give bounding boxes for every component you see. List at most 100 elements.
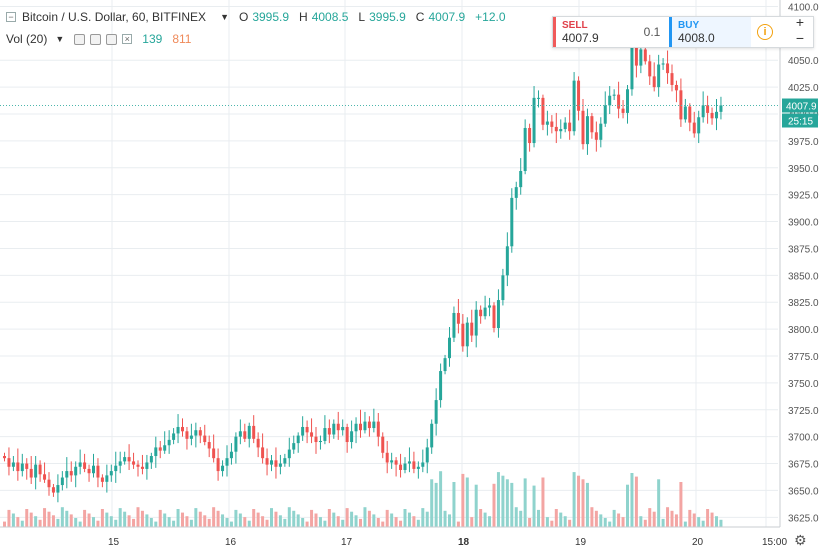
time-tick-label: 15:00 (762, 537, 787, 548)
candle-body (189, 435, 193, 439)
eye-icon[interactable] (74, 33, 86, 45)
candle-body (550, 121, 554, 127)
candle-body (25, 463, 29, 469)
candle-body (381, 436, 385, 453)
volume-bar (608, 521, 612, 527)
candle-body (332, 423, 336, 435)
candle-body (34, 464, 38, 478)
candle-body (634, 33, 638, 66)
volume-bar (372, 514, 376, 527)
sell-button[interactable]: SELL 4007.9 (553, 17, 635, 47)
zoom-in-button[interactable]: + (795, 14, 805, 30)
volume-label[interactable]: Vol (20) (6, 32, 48, 46)
zoom-out-button[interactable]: − (795, 30, 805, 46)
volume-bar (132, 518, 136, 527)
candle-body (648, 61, 652, 77)
gear-icon[interactable]: ⚙ (794, 532, 807, 548)
volume-bar (496, 472, 500, 527)
volume-bar (234, 509, 238, 527)
candle-body (670, 73, 674, 85)
candle-body (719, 105, 723, 112)
volume-bar (65, 510, 69, 527)
volume-bar (127, 515, 131, 527)
candle-body (510, 197, 514, 247)
candle-body (425, 447, 429, 463)
volume-bar (399, 520, 403, 527)
candle-body (590, 116, 594, 133)
volume-bar (710, 512, 714, 527)
candle-body (537, 97, 540, 99)
candle-body (626, 89, 629, 113)
candle-body (363, 421, 367, 431)
candle-body (421, 462, 425, 467)
chevron-down-icon[interactable]: ▼ (55, 34, 65, 44)
volume-bar (243, 517, 247, 527)
volume-bar (505, 479, 509, 527)
price-tick-label: 3900.0 (788, 218, 819, 229)
candle-body (545, 121, 549, 125)
candle-body (385, 452, 389, 463)
settings-icon[interactable] (90, 33, 102, 45)
volume-bar (310, 509, 314, 527)
candle-body (145, 462, 149, 469)
volume-bar (492, 483, 496, 527)
volume-bar (523, 478, 527, 527)
candle-body (341, 426, 345, 431)
candle-body (163, 445, 167, 451)
low-value: 3995.9 (369, 10, 406, 24)
volume-bar (87, 513, 91, 527)
collapse-icon[interactable]: − (6, 12, 16, 22)
volume-bar (83, 509, 87, 527)
candle-body (461, 323, 465, 347)
volume-bar (229, 521, 233, 527)
candle-body (123, 457, 127, 462)
volume-bar (577, 475, 581, 527)
candle-body (439, 371, 443, 401)
candle-body (577, 80, 581, 111)
candle-body (132, 461, 136, 465)
volume-down-value: 811 (172, 32, 192, 46)
candle-body (7, 458, 11, 467)
candle-body (630, 33, 634, 90)
volume-bar (719, 519, 723, 527)
candle-body (283, 458, 287, 464)
price-tick-label: 3875.0 (788, 244, 819, 255)
price-axis[interactable]: 4100.04050.04025.04000.03975.03950.03925… (779, 0, 820, 550)
buy-button[interactable]: BUY 4008.0 (669, 17, 751, 47)
volume-bar (381, 521, 385, 527)
candle-body (430, 423, 434, 448)
chevron-down-icon[interactable]: ▼ (220, 12, 229, 22)
volume-bar (661, 518, 665, 527)
volume-bar (96, 520, 100, 527)
volume-bar (568, 519, 572, 527)
price-tick-label: 3975.0 (788, 137, 819, 148)
volume-bar (692, 513, 696, 527)
candle-body (3, 456, 6, 459)
volume-bar (634, 476, 638, 527)
symbol-title[interactable]: Bitcoin / U.S. Dollar, 60, BITFINEX (22, 10, 207, 24)
candle-body (212, 448, 216, 459)
close-icon[interactable]: × (122, 34, 133, 44)
volume-bar (38, 519, 42, 527)
candle-body (390, 460, 394, 463)
volume-bar (270, 508, 273, 527)
candle-body (252, 425, 256, 439)
candle-body (149, 456, 153, 463)
volume-bar (581, 479, 585, 527)
volume-bar (34, 516, 38, 527)
more-icon[interactable] (106, 33, 118, 45)
candle-body (492, 305, 496, 329)
candle-body (167, 439, 171, 446)
candle-body (51, 487, 55, 493)
candle-body (612, 94, 616, 96)
candle-body (336, 423, 340, 431)
time-tick-label: 19 (575, 537, 587, 548)
volume-bar (16, 517, 20, 527)
info-button[interactable]: i (751, 17, 779, 47)
candle-body (372, 421, 376, 429)
time-axis[interactable]: 15 16 17 18 19 20 15:00 (0, 526, 787, 548)
volume-bar (470, 517, 474, 527)
open-key: O (238, 10, 249, 24)
time-tick-label: 20 (692, 537, 704, 548)
